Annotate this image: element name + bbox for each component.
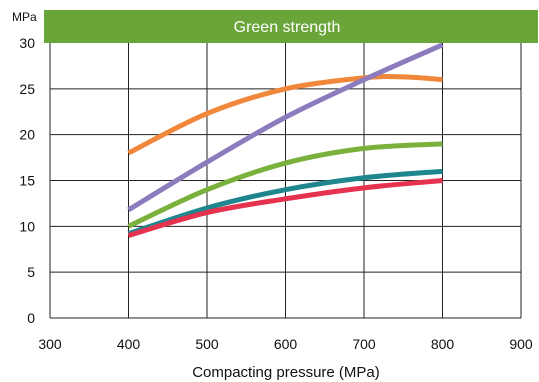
y-tick-label: 5 bbox=[27, 264, 35, 280]
title-banner bbox=[44, 10, 538, 43]
y-tick-label: 20 bbox=[19, 127, 35, 143]
x-axis-ticks: 300 400 500 600 700 800 900 bbox=[38, 336, 533, 352]
y-tick-label: 15 bbox=[19, 173, 35, 189]
x-tick-label: 400 bbox=[117, 336, 141, 352]
x-tick-label: 300 bbox=[38, 336, 62, 352]
x-tick-label: 700 bbox=[352, 336, 376, 352]
y-tick-label: 25 bbox=[19, 81, 35, 97]
series-line-1 bbox=[127, 74, 443, 156]
x-axis-title: Compacting pressure (MPa) bbox=[192, 364, 380, 381]
y-tick-label: 10 bbox=[19, 218, 35, 234]
x-tick-label: 500 bbox=[195, 336, 219, 352]
chart-title: Green strength bbox=[234, 19, 341, 36]
gridlines bbox=[50, 43, 521, 318]
y-axis-ticks: 0 5 10 15 20 25 30 bbox=[19, 35, 35, 326]
series-line-2 bbox=[127, 42, 444, 212]
plot-frame bbox=[49, 43, 522, 319]
y-tick-label: 0 bbox=[27, 310, 35, 326]
series-lines bbox=[127, 42, 444, 238]
x-tick-label: 900 bbox=[509, 336, 533, 352]
y-tick-label: 30 bbox=[19, 35, 35, 51]
x-tick-label: 600 bbox=[274, 336, 298, 352]
x-tick-label: 800 bbox=[431, 336, 455, 352]
series-line-5 bbox=[127, 178, 443, 238]
series-line-4 bbox=[127, 168, 443, 237]
y-axis-unit-label: MPa bbox=[12, 10, 37, 24]
series-line-3 bbox=[127, 141, 443, 229]
